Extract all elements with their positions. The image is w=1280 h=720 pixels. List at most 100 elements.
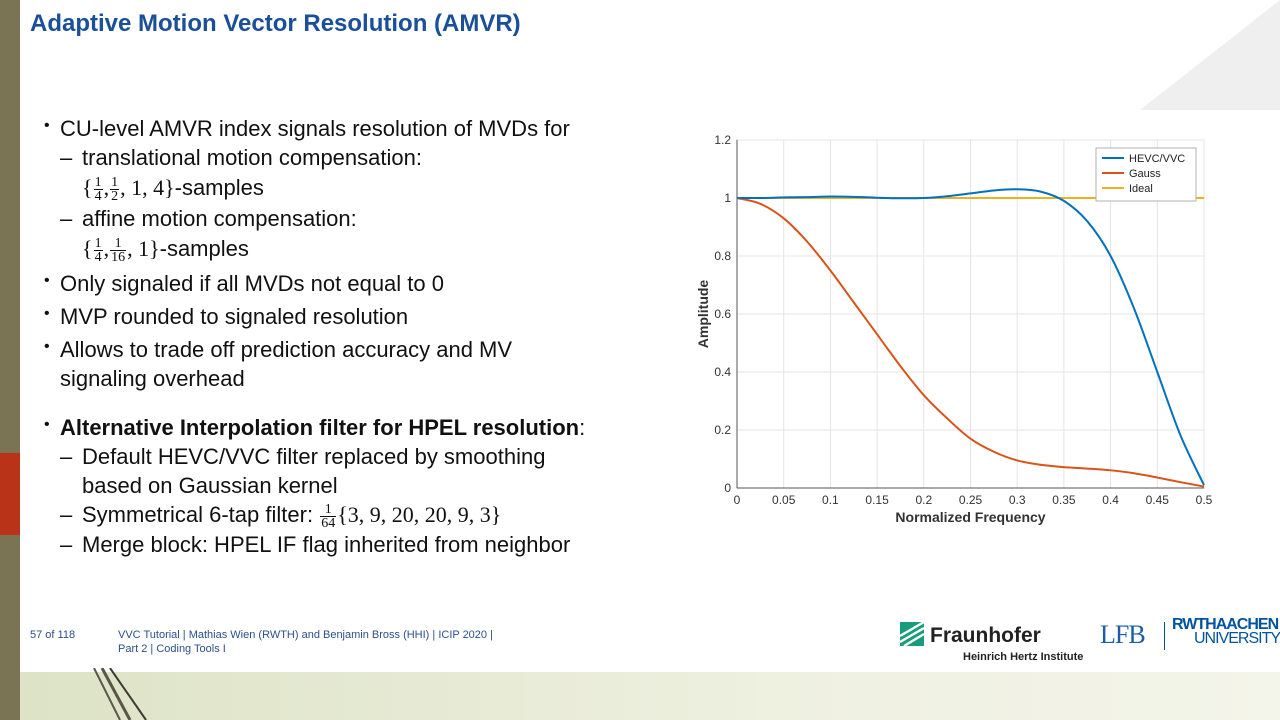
fraunhofer-name: Fraunhofer: [930, 624, 1041, 647]
top-right-decor: [1140, 0, 1280, 110]
math-tail: , 1}: [127, 236, 160, 261]
bullet-item: • Allows to trade off prediction accuracy…: [44, 335, 664, 393]
y-tick-label: 0: [724, 481, 731, 495]
bullet-list: • CU-level AMVR index signals resolution …: [44, 114, 664, 559]
sub-bullet-text: Merge block: HPEL IF flag inherited from…: [82, 531, 571, 557]
x-axis-title: Normalized Frequency: [895, 509, 1045, 525]
rwth-logo-top: RWTHAACHEN: [1172, 616, 1279, 633]
bullet-item: • Only signaled if all MVDs not equal to …: [44, 269, 664, 298]
fraction-denominator: 2: [111, 188, 119, 204]
bullet-colon: :: [579, 415, 586, 440]
math-tail: , 1, 4}: [120, 175, 175, 200]
math-line: {1 4, 1 2, 1, 4}-samples: [82, 174, 264, 204]
x-tick-label: 0: [734, 493, 741, 507]
sub-bullet-item: – translational motion compensation:: [44, 143, 664, 172]
bullet-text: Only signaled if all MVDs not equal to 0: [60, 271, 444, 296]
sub-bullet-text: Symmetrical 6-tap filter:: [82, 502, 314, 527]
legend-label: Gauss: [1129, 168, 1161, 180]
logo-divider: [1164, 622, 1165, 650]
sub-bullet-item: – Default HEVC/VVC filter replaced by smo…: [44, 442, 664, 500]
page-number: 57 of 118: [30, 629, 76, 641]
y-tick-label: 1: [724, 191, 731, 205]
sub-bullet-dash: –: [60, 444, 73, 469]
footer-credits: VVC Tutorial | Mathias Wien (RWTH) and B…: [118, 628, 493, 656]
math-brace: {: [82, 175, 93, 200]
bullet-item: • CU-level AMVR index signals resolution …: [44, 114, 664, 143]
y-tick-label: 0.2: [714, 423, 731, 437]
filter-coefficients: {3, 9, 20, 20, 9, 3}: [337, 502, 502, 527]
bullet-dot: •: [44, 117, 50, 134]
bullet-dot: •: [44, 338, 50, 355]
sub-bullet-text: affine motion compensation:: [82, 206, 357, 231]
fraction-numerator: 1: [93, 235, 103, 251]
fraction-denominator: 4: [94, 188, 102, 204]
series-line-hevc-vvc: [736, 188, 1205, 486]
series-line-gauss: [736, 197, 1205, 488]
fraunhofer-institute: Heinrich Hertz Institute: [963, 651, 1084, 663]
slide-title: Adaptive Motion Vector Resolution (AMVR): [30, 10, 521, 37]
x-tick-label: 0.25: [959, 493, 983, 507]
legend-label: HEVC/VVC: [1129, 153, 1185, 165]
sub-bullet-item: – affine motion compensation:: [44, 204, 664, 233]
bullet-dot: •: [44, 272, 50, 289]
legend-box: [1095, 147, 1197, 202]
x-tick-label: 0.4: [1102, 493, 1119, 507]
bullet-text: MVP rounded to signaled resolution: [60, 304, 409, 329]
lfb-logo: LFB: [1100, 620, 1146, 649]
y-axis-title: Amplitude: [695, 280, 711, 349]
sub-bullet-item: – Merge block: HPEL IF flag inherited fro…: [44, 530, 664, 559]
x-tick-label: 0.15: [865, 493, 889, 507]
math-suffix: -samples: [159, 236, 249, 261]
rwth-logo-bottom: UNIVERSITY: [1194, 630, 1280, 647]
legend-label: Ideal: [1129, 183, 1153, 195]
sub-bullet-dash: –: [60, 206, 73, 231]
bottom-decor-band: [20, 672, 1280, 720]
x-tick-label: 0.5: [1196, 493, 1213, 507]
fraction-denominator: 64: [321, 515, 336, 531]
y-tick-label: 1.2: [714, 133, 731, 147]
fraction-numerator: 1: [320, 502, 337, 517]
x-tick-label: 0.2: [915, 493, 932, 507]
sub-bullet-dash: –: [60, 502, 73, 527]
sub-bullet-item: – Symmetrical 6-tap filter: 1 64 {3, 9, 20,…: [44, 500, 664, 530]
fraction-numerator: 1: [110, 236, 127, 251]
sub-bullet-text: Default HEVC/VVC filter replaced by smoo…: [82, 444, 546, 469]
math-brace: {: [82, 236, 93, 261]
x-tick-label: 0.45: [1146, 493, 1170, 507]
y-tick-label: 0.8: [714, 249, 731, 263]
y-tick-label: 0.6: [714, 307, 731, 321]
bullet-bold-text: Alternative Interpolation filter for HPE…: [60, 415, 580, 440]
math-line: {1 4, 1 16, 1}-samples: [82, 235, 249, 265]
bullet-dot: •: [44, 416, 50, 433]
bullet-text: Allows to trade off prediction accuracy …: [60, 337, 513, 362]
left-accent-bar: [0, 453, 20, 535]
fraunhofer-mark-icon: [900, 622, 924, 646]
sub-bullet-text: translational motion compensation:: [82, 145, 422, 170]
bullet-item: • MVP rounded to signaled resolution: [44, 302, 664, 331]
sub-bullet-dash: –: [60, 531, 73, 557]
bullet-text-cont: signaling overhead: [60, 366, 245, 391]
x-tick-label: 0.35: [1052, 493, 1076, 507]
sub-bullet-dash: –: [60, 145, 73, 170]
bullet-item: • Alternative Interpolation filter for HP…: [44, 413, 664, 442]
math-suffix: -samples: [174, 175, 264, 200]
x-tick-label: 0.05: [772, 493, 796, 507]
footer-line-2: Part 2 | Coding Tools I: [118, 643, 226, 655]
bullet-dot: •: [44, 305, 50, 322]
y-tick-label: 0.4: [714, 365, 731, 379]
frequency-response-chart: 0 0.05 0.1 0.15 0.2 0.25 0.3 0.35 0.4 0.45 0.5 0 0.2…: [695, 133, 1213, 525]
footer-line-1: VVC Tutorial | Mathias Wien (RWTH) and B…: [118, 629, 493, 641]
bullet-text: CU-level AMVR index signals resolution o…: [60, 116, 570, 141]
x-tick-label: 0.1: [822, 493, 839, 507]
left-decor-bar: [0, 0, 20, 720]
fraction-numerator: 1: [93, 174, 103, 190]
fraction: 1 64: [320, 502, 337, 531]
fraction: 1 16: [110, 236, 127, 265]
bottom-decor-lines: [93, 668, 147, 720]
fraction-denominator: 16: [111, 249, 126, 265]
fraction-numerator: 1: [110, 174, 120, 190]
fraction-denominator: 4: [94, 249, 102, 265]
